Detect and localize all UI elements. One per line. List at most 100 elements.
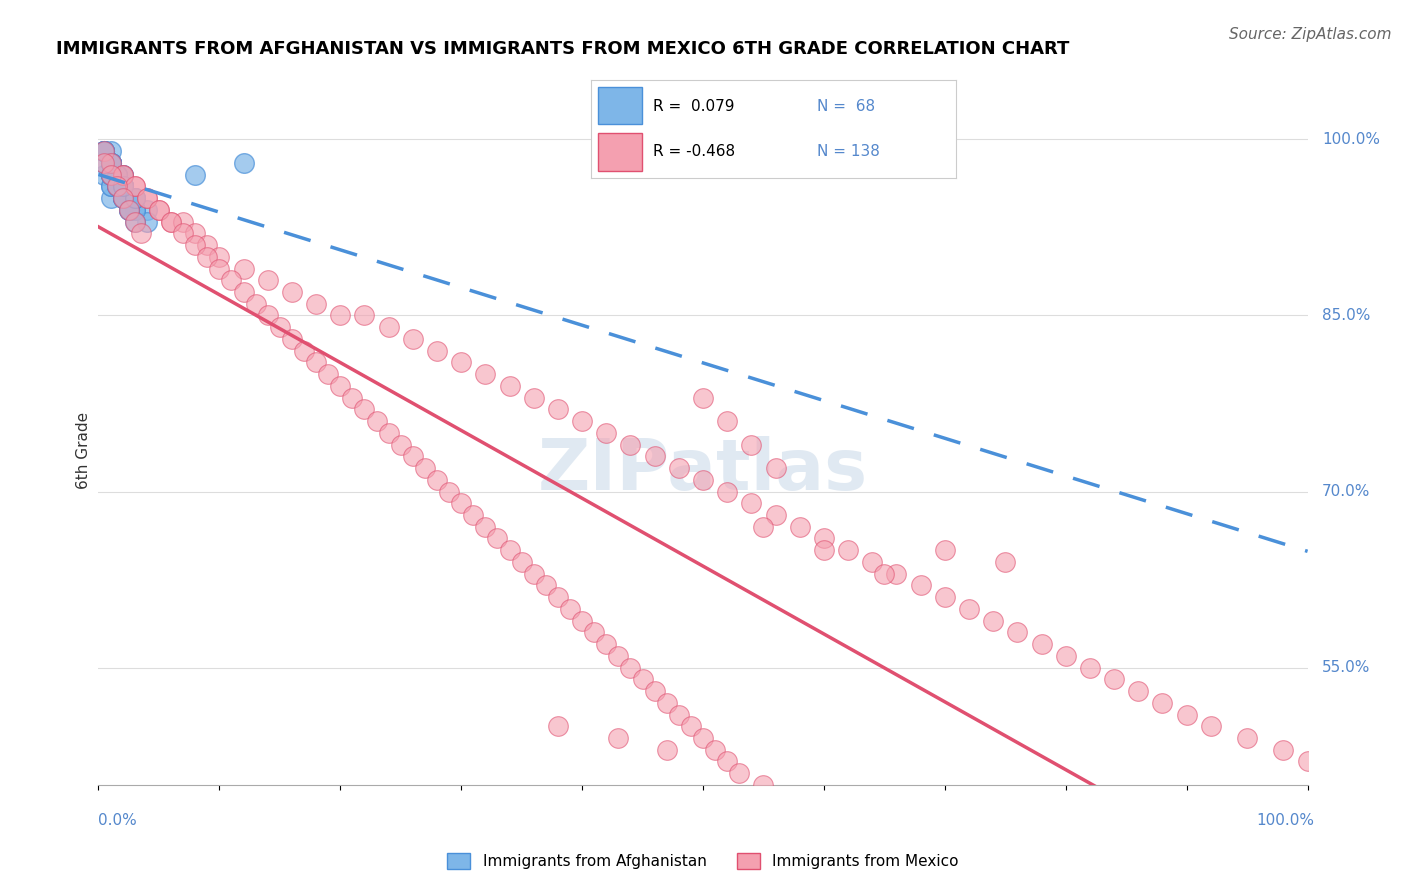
Point [450, 496, 472, 510]
Point [789, 520, 811, 534]
Point [281, 285, 304, 299]
Point [124, 202, 146, 217]
Point [692, 731, 714, 745]
Point [105, 168, 128, 182]
Point [111, 179, 134, 194]
Point [184, 227, 207, 241]
Point [124, 191, 146, 205]
Point [510, 555, 533, 569]
Point [100, 168, 122, 182]
Point [124, 214, 146, 228]
Point [195, 238, 218, 252]
Point [813, 532, 835, 546]
Point [994, 555, 1017, 569]
Point [111, 179, 134, 194]
Point [281, 332, 304, 346]
Point [342, 391, 364, 405]
Point [765, 508, 787, 522]
Point [692, 473, 714, 487]
Point [655, 696, 678, 710]
Point [93, 144, 115, 158]
Point [256, 273, 278, 287]
Text: 85.0%: 85.0% [1322, 308, 1371, 323]
Point [910, 578, 932, 592]
Point [93, 156, 115, 170]
Point [105, 179, 128, 194]
Point [486, 532, 509, 546]
Point [160, 214, 183, 228]
Point [523, 391, 546, 405]
Point [571, 614, 593, 628]
Point [232, 156, 254, 170]
Point [100, 156, 122, 170]
Point [897, 848, 920, 863]
Point [111, 168, 134, 182]
Point [402, 450, 425, 464]
Point [195, 250, 218, 264]
Point [100, 156, 122, 170]
Point [607, 648, 630, 663]
Point [860, 555, 883, 569]
Point [93, 144, 115, 158]
Point [245, 297, 267, 311]
Point [558, 602, 581, 616]
Text: ZIPatlas: ZIPatlas [538, 436, 868, 505]
Point [1102, 673, 1125, 687]
Point [208, 250, 231, 264]
Point [118, 191, 141, 205]
Point [124, 179, 146, 194]
Text: 100.0%: 100.0% [1257, 814, 1315, 828]
Point [124, 202, 146, 217]
Text: R = -0.468: R = -0.468 [652, 145, 735, 160]
Point [111, 168, 134, 182]
Point [716, 484, 738, 499]
Point [426, 343, 449, 358]
Text: 0.0%: 0.0% [98, 814, 138, 828]
Point [1007, 625, 1029, 640]
Point [970, 883, 993, 892]
Point [765, 461, 787, 475]
Point [595, 637, 617, 651]
Point [463, 508, 485, 522]
Point [668, 707, 690, 722]
Point [221, 273, 243, 287]
Point [825, 813, 848, 827]
Point [100, 168, 122, 182]
Point [135, 191, 157, 205]
Point [105, 168, 128, 182]
Point [426, 473, 449, 487]
Point [752, 778, 775, 792]
Point [547, 402, 569, 417]
Point [607, 731, 630, 745]
Point [124, 214, 146, 228]
Point [1175, 707, 1198, 722]
Point [100, 168, 122, 182]
Point [124, 179, 146, 194]
Point [450, 355, 472, 369]
Point [329, 379, 352, 393]
Point [679, 719, 702, 733]
Point [752, 520, 775, 534]
Point [631, 673, 654, 687]
Point [849, 825, 872, 839]
Y-axis label: 6th Grade: 6th Grade [76, 412, 91, 489]
Point [105, 179, 128, 194]
Point [100, 156, 122, 170]
Point [111, 179, 134, 194]
Point [498, 543, 520, 558]
Text: 55.0%: 55.0% [1322, 660, 1371, 675]
Point [118, 202, 141, 217]
Point [946, 871, 969, 886]
Point [316, 367, 339, 381]
Point [1128, 684, 1150, 698]
Point [498, 379, 520, 393]
Point [547, 719, 569, 733]
Point [776, 789, 799, 804]
Point [111, 191, 134, 205]
Point [111, 179, 134, 194]
Point [93, 168, 115, 182]
Point [305, 297, 328, 311]
Point [111, 179, 134, 194]
Point [269, 320, 291, 334]
Point [100, 179, 122, 194]
